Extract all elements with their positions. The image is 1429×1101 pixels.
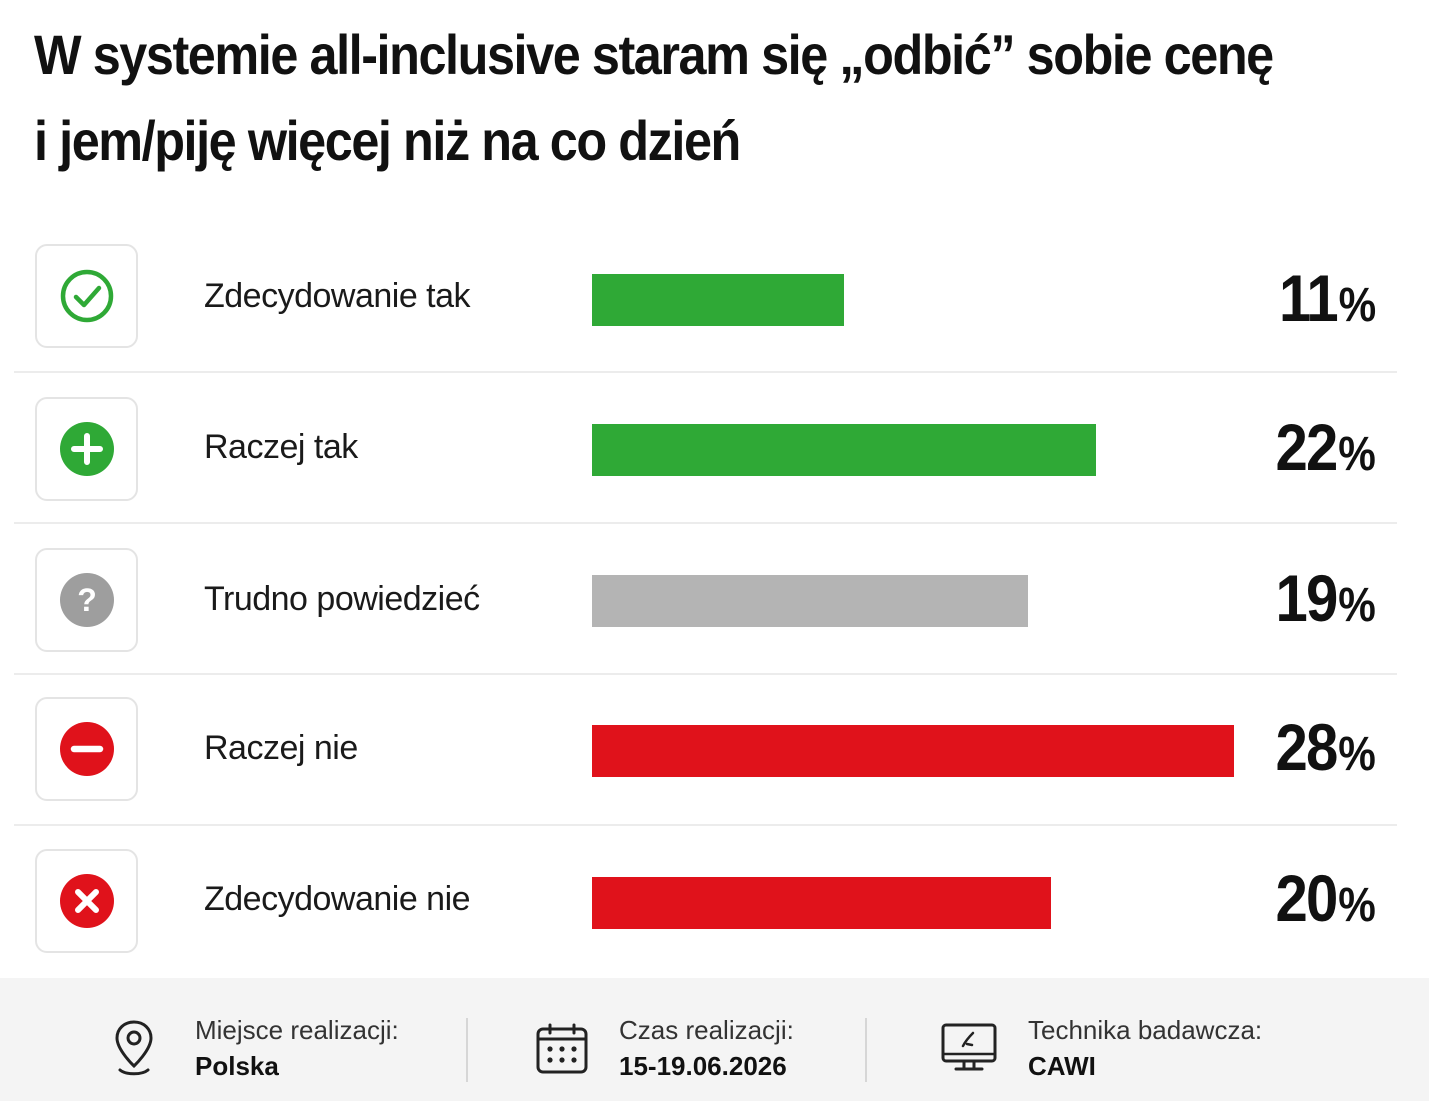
calendar-icon (536, 1023, 588, 1074)
value-label: 20% (1275, 860, 1376, 936)
category-label: Zdecydowanie nie (204, 880, 471, 918)
value-label: 11% (1278, 260, 1376, 336)
question-circle-icon: ? (35, 548, 138, 652)
chart-title: W systemie all-inclusive staram się „odb… (34, 23, 1274, 172)
x-circle-icon (35, 849, 138, 953)
bar-track (592, 575, 1252, 627)
value-number: 22 (1275, 410, 1338, 484)
footer-divider (466, 1018, 468, 1082)
category-label: Zdecydowanie tak (204, 277, 471, 315)
footer-label: Technika badawcza: (1028, 1015, 1263, 1045)
footer-divider (865, 1018, 867, 1082)
category-label: Raczej tak (204, 428, 358, 466)
value-unit: % (1338, 279, 1376, 332)
footer: Miejsce realizacji: Polska Czas realizac… (0, 978, 1429, 1101)
row-divider (14, 673, 1397, 675)
svg-text:?: ? (77, 582, 97, 618)
footer-value: Polska (195, 1051, 279, 1081)
computer-icon (941, 1023, 997, 1071)
value-unit: % (1338, 428, 1376, 481)
bar-track (592, 274, 1252, 326)
bar-track (592, 877, 1252, 929)
value-unit: % (1338, 879, 1376, 932)
plus-circle-icon (35, 397, 138, 501)
row-divider (14, 522, 1397, 524)
chart-row: Zdecydowanie tak 11% (0, 222, 1429, 373)
bar (592, 274, 844, 326)
category-label: Raczej nie (204, 729, 358, 767)
bar-track (592, 424, 1252, 476)
value-unit: % (1338, 579, 1376, 632)
bar (592, 725, 1234, 777)
row-divider (14, 824, 1397, 826)
footer-value: CAWI (1028, 1051, 1096, 1081)
chart-row: Raczej nie 28% (0, 675, 1429, 826)
minus-circle-icon (35, 697, 138, 801)
value-number: 28 (1275, 710, 1338, 784)
bar-track (592, 725, 1252, 777)
row-divider (14, 371, 1397, 373)
bar (592, 424, 1096, 476)
bar (592, 877, 1051, 929)
category-label: Trudno powiedzieć (204, 580, 480, 618)
footer-label: Miejsce realizacji: (195, 1015, 399, 1045)
value-unit: % (1338, 728, 1376, 781)
chart-row: Zdecydowanie nie 20% (0, 826, 1429, 977)
check-circle-icon (35, 244, 138, 348)
footer-value: 15-19.06.2026 (619, 1051, 787, 1081)
footer-label: Czas realizacji: (619, 1015, 794, 1045)
value-label: 19% (1275, 560, 1376, 636)
value-number: 19 (1275, 561, 1338, 635)
chart-row: Raczej tak 22% (0, 373, 1429, 524)
value-label: 28% (1275, 709, 1376, 785)
bar (592, 575, 1028, 627)
location-pin-icon (115, 1020, 153, 1076)
value-label: 22% (1275, 409, 1376, 485)
chart-row: ? Trudno powiedzieć 19% (0, 524, 1429, 675)
value-number: 20 (1275, 861, 1338, 935)
value-number: 11 (1278, 261, 1339, 335)
